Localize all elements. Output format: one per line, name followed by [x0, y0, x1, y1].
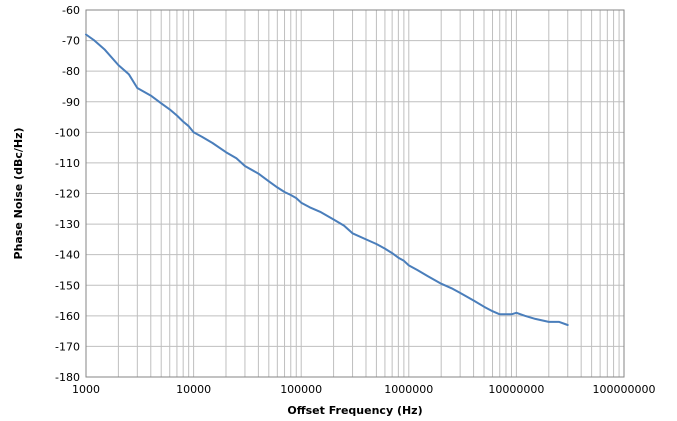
y-tick-label: -160 — [55, 310, 80, 323]
y-tick-label: -180 — [55, 371, 80, 384]
x-tick-label: 10000 — [176, 383, 211, 396]
y-tick-label: -80 — [62, 65, 80, 78]
y-tick-label: -120 — [55, 188, 80, 201]
y-axis-title: Phase Noise (dBc/Hz) — [12, 128, 25, 260]
x-tick-label: 1000 — [72, 383, 100, 396]
y-tick-label: -90 — [62, 96, 80, 109]
y-tick-label: -170 — [55, 340, 80, 353]
y-tick-label: -70 — [62, 35, 80, 48]
plot-area — [85, 9, 625, 378]
x-tick-label: 1000000 — [384, 383, 433, 396]
x-tick-label: 10000000 — [488, 383, 544, 396]
y-tick-label: -130 — [55, 218, 80, 231]
x-axis-title: Offset Frequency (Hz) — [287, 404, 422, 417]
y-tick-label: -100 — [55, 126, 80, 139]
x-tick-label: 100000 — [280, 383, 322, 396]
y-tick-label: -60 — [62, 4, 80, 17]
x-tick-label: 100000000 — [593, 383, 656, 396]
grid-lines — [85, 9, 624, 378]
y-tick-label: -110 — [55, 157, 80, 170]
series-line — [85, 33, 569, 326]
tick-labels: -180 -170 -160 -150 -140 -130 -120 -110 -100 -90 -… — [55, 4, 655, 396]
y-tick-label: -150 — [55, 279, 80, 292]
y-tick-label: -140 — [55, 249, 80, 262]
